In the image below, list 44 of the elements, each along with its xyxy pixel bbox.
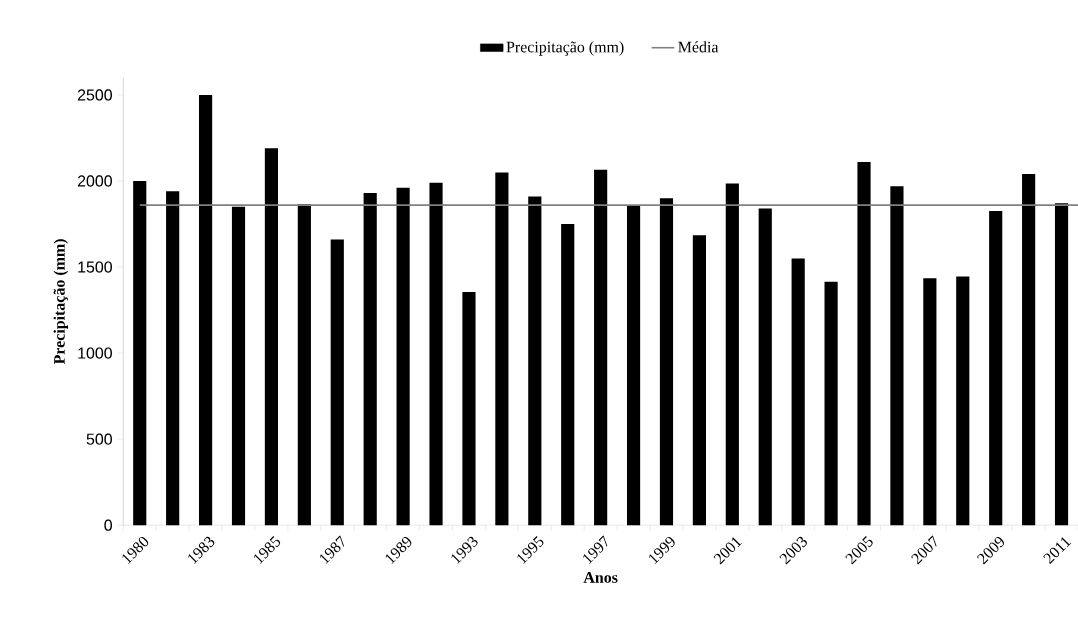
- bar: [264, 148, 279, 526]
- legend-label: Precipitação (mm): [506, 41, 624, 56]
- bar: [231, 206, 246, 526]
- bar: [989, 211, 1003, 526]
- y-axis-title: Precipitação (mm): [53, 239, 69, 365]
- x-tick-label: 1993: [451, 536, 478, 565]
- x-axis-title: Anos: [583, 572, 618, 583]
- bar: [166, 191, 180, 526]
- bar: [133, 181, 147, 526]
- bar: [725, 183, 739, 526]
- y-tick-label: 500: [86, 433, 112, 445]
- bar: [791, 258, 805, 526]
- x-tick-label: 1999: [649, 536, 675, 565]
- bar: [1054, 203, 1069, 526]
- x-tick-label: 1980: [122, 536, 149, 565]
- y-tick-label: 2000: [77, 175, 112, 187]
- bar: [824, 281, 838, 526]
- bar: [692, 235, 706, 526]
- bar: [429, 182, 443, 526]
- x-tick-label: 1989: [385, 537, 412, 565]
- bar: [495, 172, 509, 526]
- bar: [528, 196, 542, 526]
- y-tick-label: 0: [104, 519, 112, 531]
- bar: [758, 208, 772, 526]
- y-tick-label: 2500: [77, 89, 112, 101]
- bar: [594, 169, 608, 526]
- bar: [923, 278, 937, 526]
- bar: [297, 204, 311, 526]
- bar: [626, 205, 641, 526]
- bar: [659, 198, 674, 526]
- bar: [561, 224, 575, 526]
- bar: [396, 187, 410, 526]
- x-tick-label: 2011: [1043, 537, 1072, 565]
- bar: [956, 276, 970, 526]
- bar: [330, 239, 344, 526]
- bar: [363, 193, 377, 526]
- bar: [890, 186, 904, 526]
- legend-label: Média: [678, 41, 719, 53]
- bar: [199, 95, 213, 526]
- bar: [1022, 174, 1036, 526]
- bar: [857, 162, 871, 526]
- bar: [462, 292, 476, 526]
- y-tick-label: 1000: [78, 347, 112, 359]
- y-tick-label: 1500: [78, 261, 112, 273]
